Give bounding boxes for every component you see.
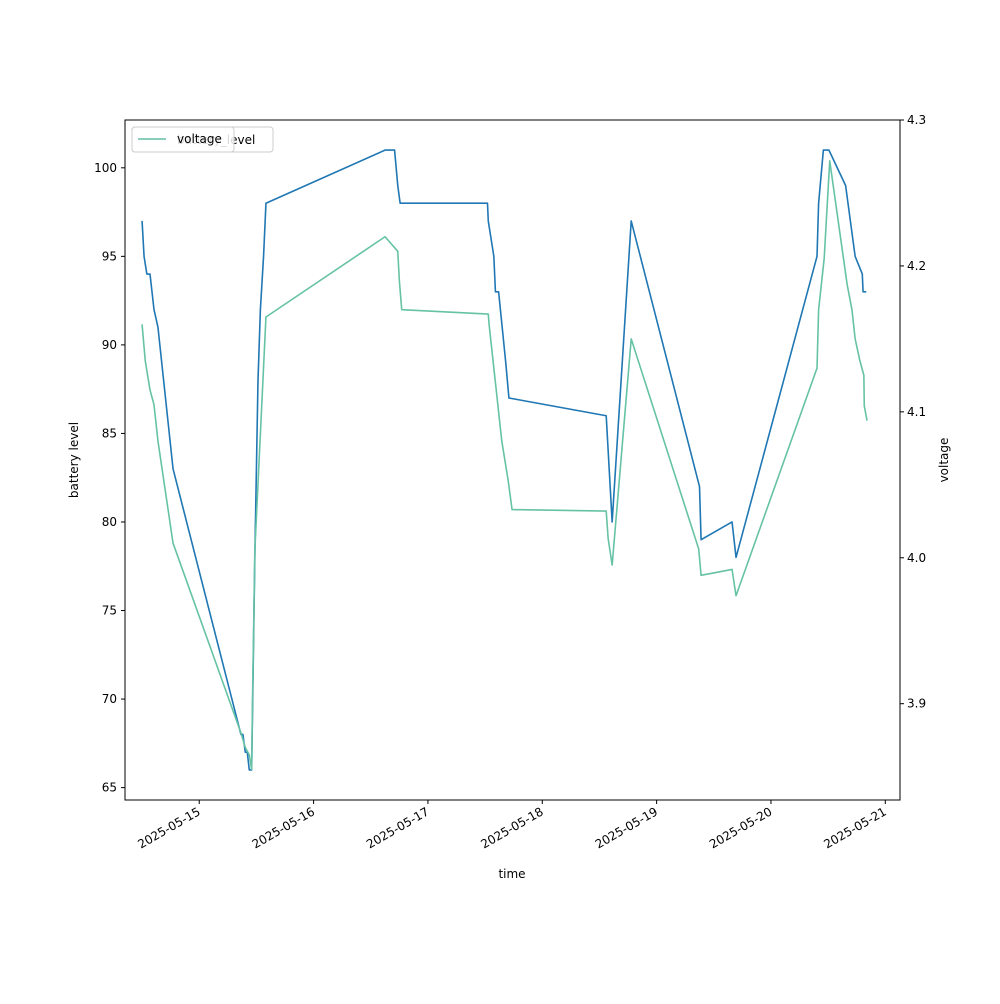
plot-area [141,149,868,771]
legend-box-right-axis [131,126,235,153]
y-left-axis-label: battery level [67,422,81,498]
x-tick-label: 2025-05-20 [707,804,774,851]
x-tick-label: 2025-05-21 [821,804,888,851]
x-tick-label: 2025-05-16 [250,804,317,851]
y-right-tick-label: 3.9 [907,697,926,711]
x-tick-label: 2025-05-18 [478,804,545,851]
y-right-axis-label: voltage [937,438,951,483]
y-left-tick-label: 75 [102,604,117,618]
plot-frame [124,119,901,801]
y-right-tick-label: 4.2 [907,259,926,273]
y-left-tick-label: 80 [102,515,117,529]
axes-layer: 2025-05-15 2025-05-16 2025-05-17 2025-05-18… [94,113,926,851]
y-right-tick-label: 4.3 [907,113,926,127]
x-axis-label: time [498,867,525,881]
y-right-tick-label: 4.1 [907,405,926,419]
y-left-tick-label: 95 [102,249,117,263]
legend-label-voltage: voltage [177,132,222,146]
series-line-voltage [141,160,868,771]
y-left-tick-label: 70 [102,692,117,706]
x-tick-label: 2025-05-15 [135,804,202,851]
y-left-tick-label: 65 [102,781,117,795]
x-tick-label: 2025-05-19 [593,804,660,851]
x-tick-label: 2025-05-17 [364,804,431,851]
y-left-tick-label: 85 [102,426,117,440]
y-right-tick-label: 4.0 [907,551,926,565]
y-left-tick-label: 90 [102,338,117,352]
y-left-tick-label: 100 [94,161,117,175]
